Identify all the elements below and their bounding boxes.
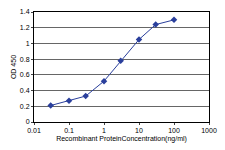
svg-text:0.1: 0.1 bbox=[64, 127, 74, 134]
svg-text:0.2: 0.2 bbox=[20, 103, 30, 110]
svg-text:100: 100 bbox=[168, 127, 180, 134]
svg-text:0.4: 0.4 bbox=[20, 87, 30, 94]
svg-text:10: 10 bbox=[135, 127, 143, 134]
svg-text:0.6: 0.6 bbox=[20, 71, 30, 78]
svg-text:0: 0 bbox=[26, 118, 30, 125]
svg-text:Recombinant ProteinConcentrati: Recombinant ProteinConcentration(ng/ml) bbox=[56, 135, 187, 143]
svg-text:OD 450: OD 450 bbox=[10, 55, 17, 79]
svg-text:1000: 1000 bbox=[201, 127, 217, 134]
svg-text:1.4: 1.4 bbox=[20, 8, 30, 15]
svg-text:0.01: 0.01 bbox=[27, 127, 41, 134]
svg-text:0.8: 0.8 bbox=[20, 56, 30, 63]
svg-text:1: 1 bbox=[102, 127, 106, 134]
svg-text:1: 1 bbox=[26, 40, 30, 47]
svg-text:1.2: 1.2 bbox=[20, 24, 30, 31]
